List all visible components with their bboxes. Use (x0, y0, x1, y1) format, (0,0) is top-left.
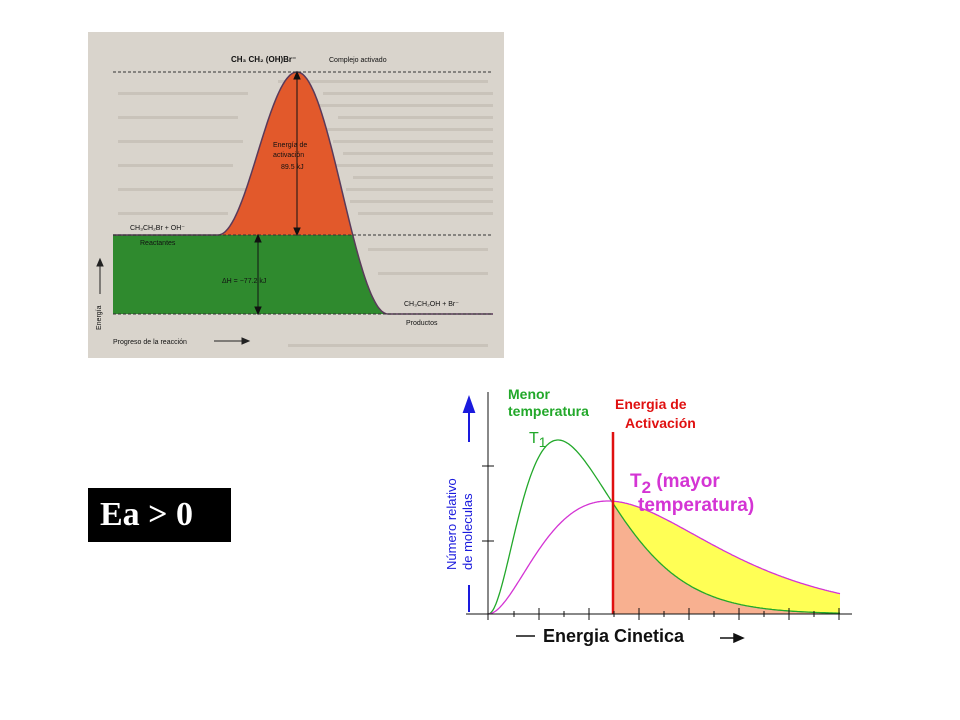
x-axis-label: Energia Cinetica (543, 626, 685, 646)
activation-line1: Energia de (615, 396, 687, 412)
enthalpy-change-fill (113, 235, 388, 314)
products-formula: CH₃CH₂OH + Br⁻ (404, 301, 459, 308)
products-label: Productos (406, 320, 438, 327)
scan-background-text (118, 80, 493, 347)
energy-distribution-diagram: Menor temperatura T1 Energia de Activaci… (444, 386, 852, 646)
t2-suffix: (mayor (651, 471, 720, 492)
x-axis (466, 608, 852, 620)
activation-label-2: activación (273, 152, 304, 159)
t1-curve (487, 439, 840, 615)
progress-axis-label: Progreso de la reacción (113, 339, 187, 346)
t1-letter: T (529, 430, 539, 447)
activation-line2: Activación (625, 415, 696, 431)
t1-title-line1: Menor (508, 386, 551, 402)
t2-subscript: 2 (642, 478, 651, 497)
reactants-formula: CH₃CH₂Br + OH⁻ (130, 225, 185, 232)
t2-curve (487, 500, 841, 615)
t1-label: T1 (529, 430, 547, 450)
up-arrow-icon (462, 395, 476, 442)
complex-formula: CH₃ CH₂ (OH)Br⁻ (231, 55, 296, 64)
t1-title-line2: temperatura (508, 403, 589, 419)
activation-label-1: Energía de (273, 142, 307, 149)
ea-badge-text: Ea > 0 (100, 496, 194, 533)
low-temperature-fraction-fill (613, 503, 840, 614)
y-axis (482, 392, 494, 616)
ea-badge: Ea > 0 (88, 488, 231, 542)
y-axis-label-line1: Número relativo (444, 478, 459, 570)
delta-h-label: ΔH = −77.2 kJ (222, 278, 266, 285)
progress-axis-arrow (214, 337, 251, 345)
activation-energy-fill (218, 72, 353, 235)
energy-axis-label: Energía (96, 305, 103, 330)
x-axis-arrow-icon (720, 632, 745, 644)
reactants-label: Reactantes (140, 240, 176, 247)
activation-energy-arrow (293, 70, 301, 237)
t2-letter: T (630, 471, 642, 492)
energy-axis-arrow (96, 257, 104, 294)
reaction-energy-diagram: CH₃ CH₂ (OH)Br⁻ Complejo activado Energí… (88, 32, 504, 358)
t2-label: T2 (mayor (630, 471, 720, 497)
t2-line2: temperatura) (638, 495, 754, 516)
enthalpy-arrow (254, 233, 262, 316)
y-axis-label-line2: de moleculas (460, 493, 475, 570)
complex-label: Complejo activado (329, 57, 387, 64)
activation-value: 89.5 kJ (281, 164, 304, 171)
t1-subscript: 1 (539, 434, 547, 450)
